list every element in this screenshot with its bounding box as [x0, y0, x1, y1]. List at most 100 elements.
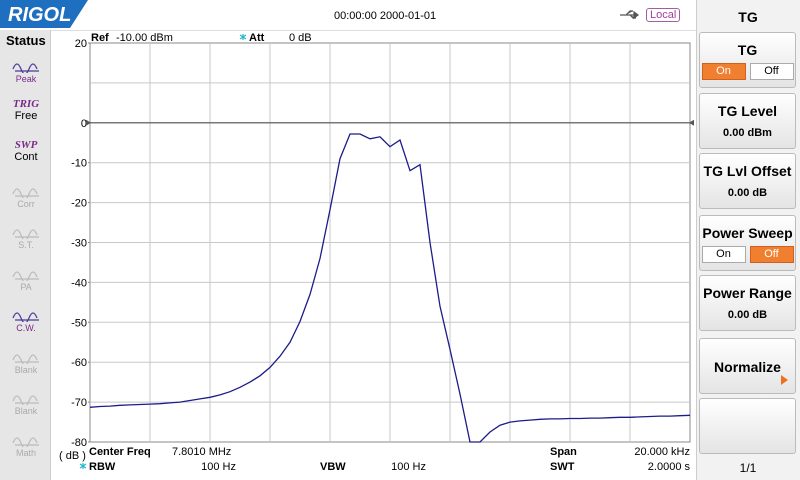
menu-title: TG: [738, 9, 758, 25]
info-text: ( dB ): [59, 450, 86, 462]
submenu-arrow: [781, 375, 788, 385]
menu-value: 0.00 dB: [727, 187, 768, 199]
menu-empty[interactable]: [699, 398, 796, 454]
trace: [89, 133, 691, 443]
y-tick-label: -70: [71, 397, 87, 409]
menu-options: On Off: [700, 63, 795, 80]
info-text: VBW: [320, 461, 346, 473]
menu-button[interactable]: Normalize: [699, 338, 796, 394]
menu-option[interactable]: Off: [749, 246, 794, 263]
status-item: PA: [6, 261, 46, 299]
star-icon: [79, 463, 87, 469]
icon-wave: [12, 270, 39, 281]
status-tag: TRIG: [12, 97, 40, 110]
menu-label: Power Range: [703, 285, 792, 301]
icon-wave: [12, 312, 39, 322]
icon-wave: [12, 353, 39, 364]
status-item: SWP Cont: [6, 136, 46, 174]
status-label: PA: [20, 281, 32, 292]
y-tick-label: -20: [71, 198, 87, 210]
info-text: Center Freq: [89, 446, 151, 458]
y-tick-label: -60: [71, 357, 87, 369]
status-icon: [12, 436, 39, 447]
datetime: 00:00:00 2000-01-01: [334, 10, 437, 22]
status-label: Corr: [17, 198, 35, 209]
y-tick-label: -10: [71, 158, 87, 170]
icon-wave: [12, 395, 39, 405]
status-label: Peak: [15, 74, 37, 84]
menu-options: On Off: [700, 246, 795, 263]
menu-button[interactable]: TG Lvl Offset 0.00 dB: [699, 153, 796, 209]
menu-button[interactable]: TG Level 0.00 dBm: [699, 93, 796, 149]
status-item: Blank: [6, 344, 46, 382]
status-item: Math: [6, 427, 46, 465]
usb-icon: [620, 10, 639, 20]
icon-wave: [12, 63, 39, 73]
status-item: Peak: [6, 53, 46, 91]
status-icon: [12, 312, 39, 322]
info-text: RBW: [89, 461, 116, 473]
status-item: Corr: [6, 178, 46, 216]
menu-label: Normalize: [714, 359, 781, 375]
y-tick-label: -40: [71, 277, 87, 289]
status-item: TRIG Free: [6, 95, 46, 133]
status-label: Math: [15, 447, 36, 458]
status-label: Blank: [14, 364, 38, 375]
menu-value: 0.00 dB: [727, 309, 768, 321]
info-text: Span: [550, 446, 577, 458]
info-text: 100 Hz: [201, 461, 236, 473]
status-icon: [12, 187, 39, 198]
sidebar: [0, 30, 51, 480]
info-text: 2.0000 s: [648, 461, 691, 473]
info-text: Ref: [91, 32, 109, 44]
info-text: SWT: [550, 461, 575, 473]
status-tag: SWP: [14, 139, 38, 151]
info-text: 0 dB: [289, 32, 312, 44]
ref-marker: [689, 119, 694, 126]
status-item: C.W.: [6, 302, 46, 340]
menu-label: Power Sweep: [702, 225, 793, 241]
star-icon: [239, 34, 247, 40]
info-text: 100 Hz: [391, 461, 426, 473]
y-tick-label: -50: [71, 317, 87, 329]
menu-button[interactable]: TG On Off: [699, 32, 796, 88]
menu-value: 0.00 dBm: [723, 127, 772, 139]
menu-page: 1/1: [739, 461, 757, 475]
sidebar-title: Status: [6, 33, 46, 48]
status-label: Blank: [14, 406, 38, 416]
icon-wave: [12, 187, 39, 198]
status-icon: [12, 353, 39, 364]
menu-label: TG Lvl Offset: [703, 163, 792, 179]
status-item: Blank: [6, 385, 46, 423]
status-icon: [12, 270, 39, 281]
ref-marker: [86, 119, 91, 126]
menu-label: TG Level: [717, 103, 778, 119]
status-icon: [12, 63, 39, 73]
y-tick-label: -30: [71, 238, 87, 250]
remote-status: Local: [646, 8, 681, 22]
status-label: S.T.: [18, 240, 34, 250]
menu-button[interactable]: Power Sweep On Off: [699, 215, 796, 271]
menu-button[interactable]: Power Range 0.00 dB: [699, 275, 796, 331]
menu-option[interactable]: Off: [749, 63, 794, 80]
status-label: Free: [14, 109, 38, 122]
menu-label: TG: [737, 42, 758, 58]
top-bar: [0, 0, 696, 31]
icon-wave: [12, 229, 39, 239]
menu-option[interactable]: On: [701, 63, 746, 80]
plot: 20 0 -10 -20 -30 -40 -50 -60 -70 -80 Ref -10.00 dBm…: [59, 32, 694, 473]
y-tick-label: -80: [71, 437, 87, 449]
arrow: [781, 375, 788, 385]
info-text: 7.8010 MHz: [172, 446, 231, 458]
icon-wave: [12, 436, 39, 447]
menu-option[interactable]: On: [701, 246, 746, 263]
info-text: Att: [249, 32, 265, 44]
logo-bg: RIGOL: [0, 0, 88, 28]
status-item: S.T.: [6, 219, 46, 257]
status-label: Cont: [14, 151, 38, 163]
y-tick-label: 0: [81, 118, 87, 130]
info-text: -10.00 dBm: [116, 32, 173, 44]
status-label: C.W.: [16, 323, 36, 333]
logo: RIGOL: [8, 4, 71, 26]
